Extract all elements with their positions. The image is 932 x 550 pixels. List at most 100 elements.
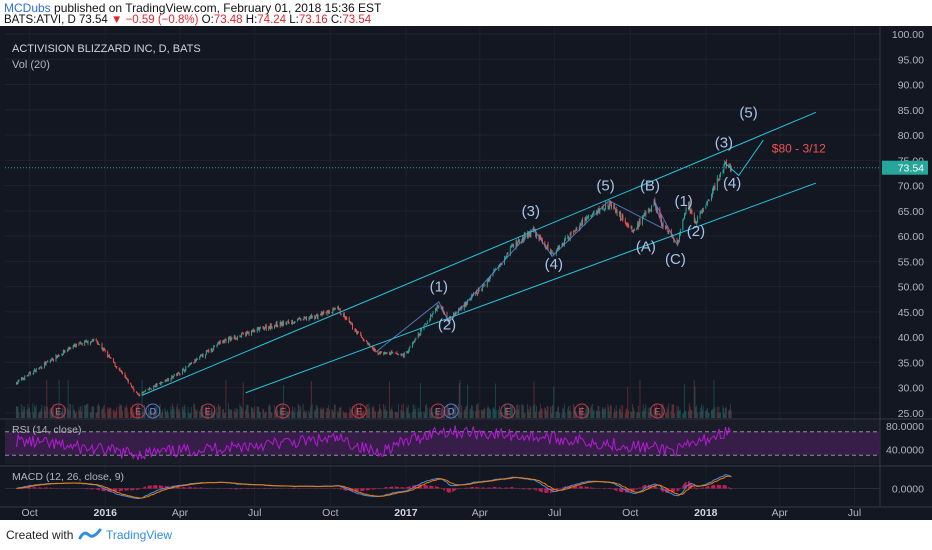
macd-histogram-bar [505,487,507,489]
macd-histogram-bar [372,488,374,490]
macd-histogram-bar [684,482,686,489]
candle-body [297,318,298,322]
macd-histogram-bar [160,485,162,489]
macd-histogram-bar [697,488,699,490]
candle-body [386,352,388,354]
volume-bar [344,412,346,418]
candle-body [725,161,726,164]
macd-histogram-bar [424,484,426,489]
volume-bar [183,406,185,418]
macd-histogram-bar [725,485,726,489]
volume-bar [673,404,675,418]
macd-histogram-bar [719,485,721,489]
candle-body [367,344,369,346]
volume-bar [46,380,48,418]
volume-bar [464,409,466,418]
volume-bar [321,409,323,418]
volume-bar [463,410,465,418]
macd-histogram-bar [126,488,128,491]
earnings-marker: E [579,407,585,417]
volume-bar [388,381,390,418]
candle-body [218,342,220,345]
volume-bar [723,407,725,418]
volume-bar [696,405,698,418]
macd-histogram-bar [190,487,192,489]
volume-bar [440,408,442,418]
macd-histogram-bar [384,487,386,489]
macd-histogram-bar [409,486,411,489]
candle-body [291,321,293,324]
macd-histogram-bar [50,487,52,489]
wave-label: (5) [739,104,757,121]
volume-bar [695,406,697,418]
candle-body [137,393,139,395]
macd-histogram-bar [114,488,116,492]
volume-bar [598,405,600,418]
price-axis-tick: 80.00 [898,130,924,142]
volume-bar [642,404,644,418]
macd-histogram-bar [449,488,450,493]
volume-bar [610,405,612,418]
time-axis-tick: 2016 [94,507,118,519]
volume-bar [688,403,690,418]
candle-body [114,362,116,367]
candle-body [552,253,554,255]
macd-histogram-bar [592,487,594,489]
candle-body [241,332,243,334]
event-marker-circle [430,403,446,419]
volume-bar [280,403,282,418]
volume-bar [262,408,264,418]
volume-bar [304,410,306,418]
candle-body [466,302,468,304]
tradingview-link[interactable]: TradingView [106,528,173,542]
candle-body [338,309,340,310]
volume-bar [130,407,132,418]
target-annotation: $80 - 3/12 [772,142,826,156]
macd-histogram-bar [193,487,195,489]
macd-histogram-bar [103,488,105,492]
macd-histogram-bar [711,485,713,489]
macd-histogram-bar [97,488,99,490]
macd-histogram-bar [46,487,48,489]
candle-body [673,238,675,241]
candle-body [281,321,283,326]
volume-bar [247,404,249,418]
volume-bar [254,406,256,418]
candle-body [694,220,696,224]
volume-bar [471,405,473,418]
tradingview-logo-icon[interactable] [78,526,102,542]
chart-canvas[interactable]: (1)(2)(3)(4)(5)(A)(B)(C)(1)(2)(3)(4)(5)$… [0,26,932,520]
macd-histogram-bar [717,484,719,489]
price-change: −0.59 (−0.8%) [125,14,199,26]
candle-body [639,219,641,225]
volume-bar [503,404,505,418]
macd-histogram-bar [546,488,548,493]
volume-bar [315,405,317,418]
volume-bar [702,405,704,418]
macd-histogram-bar [430,485,432,489]
publisher-link[interactable]: MCDubs [4,1,51,15]
candle-body [47,361,49,363]
macd-histogram-bar [498,487,500,489]
macd-histogram-bar [39,487,40,489]
volume-bar [379,404,380,418]
candle-body [61,354,63,356]
macd-histogram-bar [500,487,502,489]
volume-bar [204,406,206,418]
volume-bar [308,410,310,418]
volume-bar [328,409,330,418]
volume-bar [660,403,662,418]
chart-area[interactable]: (1) (2) (3) (4) (5) (A) (B) (C) (1) (2) (3) (4) (5) $… [0,26,932,520]
volume-bar [650,412,652,418]
candle-body [722,170,724,173]
volume-bar [361,412,363,418]
volume-bar [228,408,230,418]
volume-bar [384,405,386,418]
candle-body [63,350,65,352]
macd-histogram-bar [89,488,91,490]
volume-bar [245,405,247,418]
candle-body [366,340,367,342]
candle-body [159,383,160,384]
rsi-axis-tick: 80.0000 [886,421,924,433]
wave-label: (5) [596,178,614,195]
